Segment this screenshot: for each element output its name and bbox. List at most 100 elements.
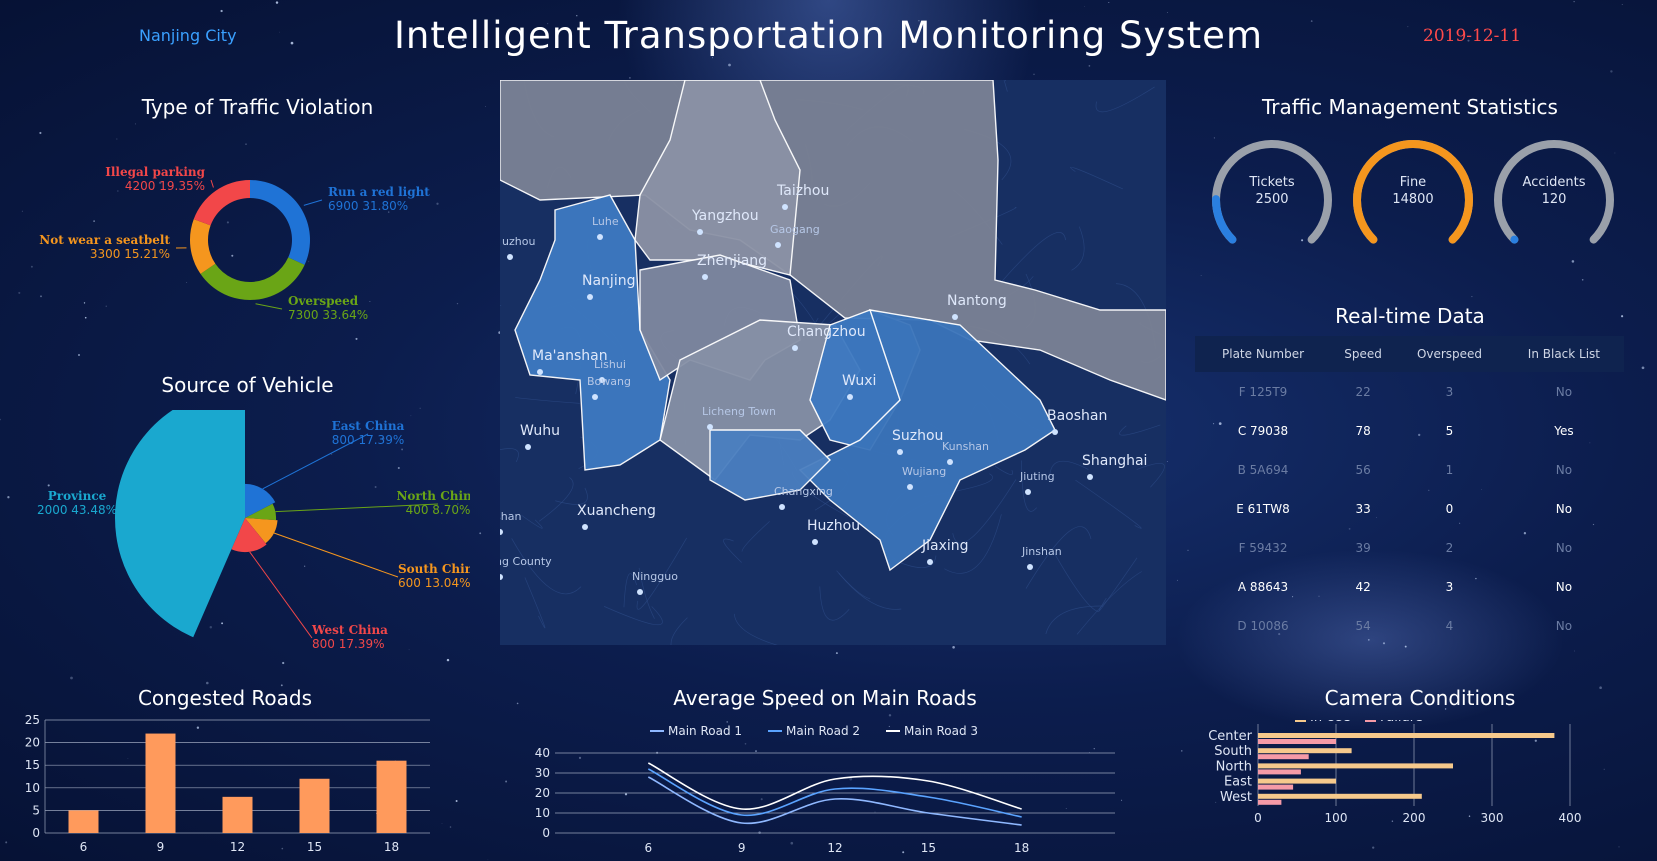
slice-label: Province: [48, 489, 107, 503]
city-marker[interactable]: [637, 589, 643, 595]
road-line: [1076, 571, 1142, 635]
road-line: [1003, 80, 1008, 92]
legend-label[interactable]: Main Road 1: [668, 724, 742, 738]
city-marker[interactable]: [702, 274, 708, 280]
bar-south-in-use[interactable]: [1258, 748, 1352, 754]
city-marker[interactable]: [779, 504, 785, 510]
city-marker[interactable]: [907, 484, 913, 490]
slice-value: 800 17.39%: [312, 637, 384, 651]
city-marker[interactable]: [1025, 489, 1031, 495]
bar-12[interactable]: [222, 796, 253, 833]
city-marker[interactable]: [597, 234, 603, 240]
slice-overspeed[interactable]: [200, 257, 305, 301]
x-tick-label: 15: [921, 841, 936, 855]
city-label-yangzhou: Yangzhou: [691, 208, 759, 224]
bar-north-in-use[interactable]: [1258, 763, 1453, 769]
city-marker[interactable]: [847, 394, 853, 400]
bar-east-in-use[interactable]: [1258, 778, 1336, 784]
column-header[interactable]: Speed: [1331, 336, 1396, 372]
bar-15[interactable]: [299, 778, 330, 833]
table-cell: 3: [1445, 384, 1454, 399]
slice-north-china[interactable]: [245, 503, 277, 521]
label-leader: [210, 179, 214, 188]
city-marker[interactable]: [507, 254, 513, 260]
region-nanjing[interactable]: [514, 194, 671, 471]
city-marker[interactable]: [500, 574, 503, 580]
bar-9[interactable]: [145, 733, 176, 833]
y-tick-label: 0: [542, 826, 550, 840]
table-row[interactable]: C 79038 78 5 Yes: [1195, 411, 1624, 450]
city-marker[interactable]: [537, 369, 543, 375]
series-line-main-road-2[interactable]: [647, 768, 1022, 818]
table-row[interactable]: B 5A694 56 1 No: [1195, 450, 1624, 489]
table-cell: 56: [1355, 462, 1371, 477]
column-header[interactable]: Plate Number: [1195, 336, 1332, 372]
city-marker[interactable]: [1027, 564, 1033, 570]
bar-center-in-use[interactable]: [1258, 733, 1555, 738]
table-row[interactable]: E 61TW8 33 0 No: [1195, 489, 1624, 528]
city-marker[interactable]: [782, 204, 788, 210]
legend-swatch[interactable]: [1295, 720, 1306, 722]
legend-label[interactable]: Main Road 3: [904, 724, 978, 738]
bar-north-failure[interactable]: [1258, 769, 1301, 775]
bar-center-failure[interactable]: [1258, 739, 1336, 744]
city-marker[interactable]: [592, 394, 598, 400]
slice-east-china[interactable]: [245, 483, 276, 518]
star: [18, 291, 21, 294]
city-marker[interactable]: [927, 559, 933, 565]
city-marker[interactable]: [1052, 429, 1058, 435]
bar-6[interactable]: [68, 810, 99, 833]
star: [206, 681, 209, 685]
table-row[interactable]: D 10086 54 4 No: [1195, 606, 1624, 645]
slice-province[interactable]: [115, 410, 245, 638]
table-cell: 54: [1355, 618, 1371, 633]
table-row[interactable]: F 59432 39 2 No: [1195, 528, 1624, 567]
bar-south-failure[interactable]: [1258, 754, 1309, 760]
legend-label[interactable]: In Use: [1310, 720, 1351, 725]
slice-south-china[interactable]: [245, 518, 278, 544]
bar-18[interactable]: [376, 760, 407, 833]
y-tick-label: 5: [32, 803, 40, 817]
city-label: Nanjing City: [139, 26, 237, 45]
city-marker[interactable]: [599, 377, 605, 383]
city-marker[interactable]: [587, 294, 593, 300]
city-marker[interactable]: [792, 345, 798, 351]
series-line-main-road-1[interactable]: [647, 776, 1022, 826]
series-line-main-road-3[interactable]: [647, 762, 1022, 810]
city-marker[interactable]: [525, 444, 531, 450]
city-marker[interactable]: [1087, 474, 1093, 480]
region-map[interactable]: Yangzhou Taizhou Gaogang Zhenjiang Nanjing Lu…: [500, 80, 1166, 645]
legend-label[interactable]: Main Road 2: [786, 724, 860, 738]
city-marker[interactable]: [952, 314, 958, 320]
slice-west-china[interactable]: [231, 518, 267, 553]
bar-east-failure[interactable]: [1258, 784, 1294, 790]
city-label-wuhu: Wuhu: [520, 423, 560, 439]
x-tick-label: 15: [307, 840, 322, 854]
bar-west-in-use[interactable]: [1258, 793, 1422, 799]
city-marker[interactable]: [947, 459, 953, 465]
star: [1200, 275, 1202, 276]
table-row[interactable]: F 125T9 22 3 No: [1195, 372, 1624, 411]
legend-label[interactable]: Failure: [1380, 720, 1423, 725]
slice-illegal-parking[interactable]: [193, 180, 250, 226]
slice-run-a-red-light[interactable]: [250, 180, 311, 265]
slice-label: West China: [311, 623, 388, 637]
city-marker[interactable]: [697, 229, 703, 235]
column-header[interactable]: Overspeed: [1395, 336, 1504, 372]
bar-west-failure[interactable]: [1258, 799, 1282, 805]
city-marker[interactable]: [582, 524, 588, 530]
slice-value: 2000 43.48%: [37, 503, 117, 517]
column-header[interactable]: In Black List: [1503, 336, 1624, 372]
table-row[interactable]: A 88643 42 3 No: [1195, 567, 1624, 606]
city-marker[interactable]: [812, 539, 818, 545]
slice-value: 600 13.04%: [398, 576, 470, 590]
city-marker[interactable]: [897, 449, 903, 455]
city-marker[interactable]: [775, 242, 781, 248]
region-south-small[interactable]: [709, 429, 831, 501]
legend-swatch[interactable]: [1365, 720, 1376, 722]
slice-not-wear-a-seatbelt[interactable]: [190, 219, 216, 274]
city-marker[interactable]: [500, 529, 503, 535]
city-marker[interactable]: [707, 424, 713, 430]
region-suzhou[interactable]: [798, 309, 1056, 572]
city-label-jinshan: Jinshan: [1021, 545, 1062, 558]
